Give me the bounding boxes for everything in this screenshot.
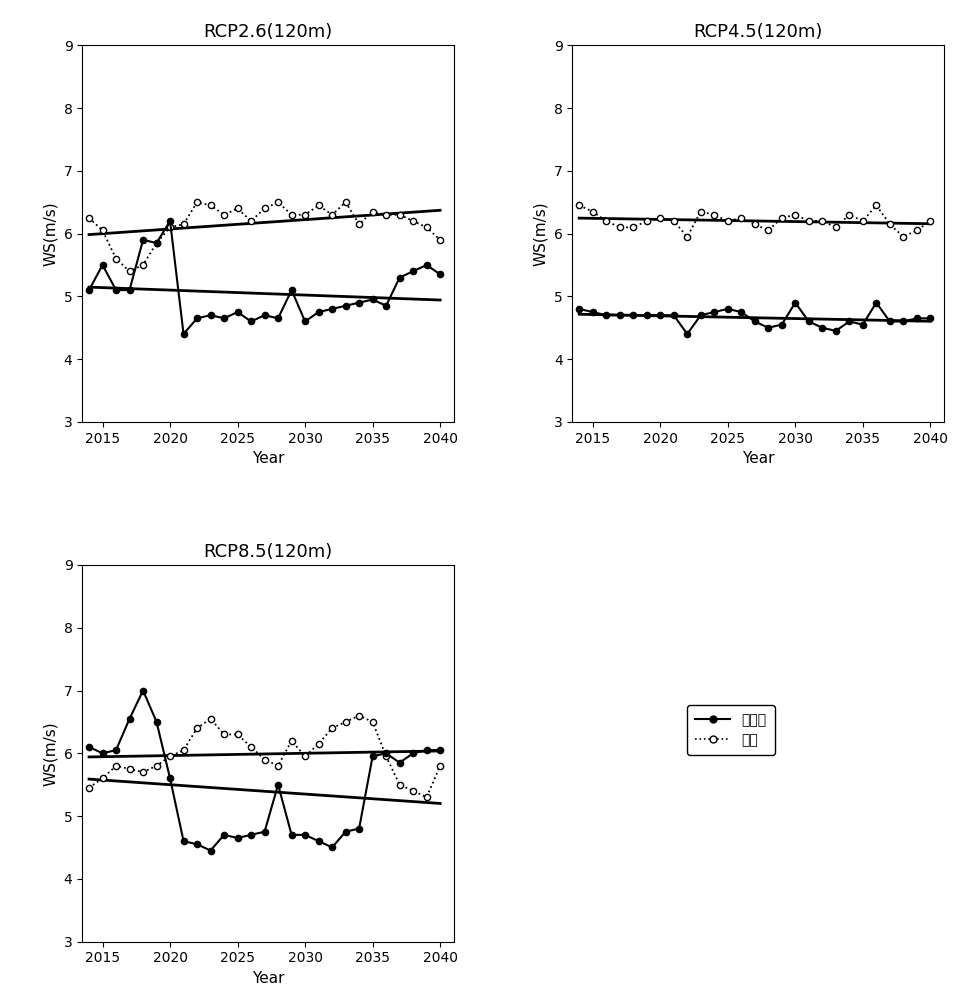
Title: RCP4.5(120m): RCP4.5(120m) xyxy=(693,23,823,41)
Y-axis label: WS(m/s): WS(m/s) xyxy=(44,201,58,266)
Title: RCP8.5(120m): RCP8.5(120m) xyxy=(203,543,333,561)
Title: RCP2.6(120m): RCP2.6(120m) xyxy=(203,23,333,41)
Legend: 대관령, 영양: 대관령, 영양 xyxy=(687,705,774,755)
Y-axis label: WS(m/s): WS(m/s) xyxy=(533,201,548,266)
X-axis label: Year: Year xyxy=(252,971,285,986)
X-axis label: Year: Year xyxy=(741,451,774,466)
Y-axis label: WS(m/s): WS(m/s) xyxy=(44,721,58,785)
X-axis label: Year: Year xyxy=(252,451,285,466)
